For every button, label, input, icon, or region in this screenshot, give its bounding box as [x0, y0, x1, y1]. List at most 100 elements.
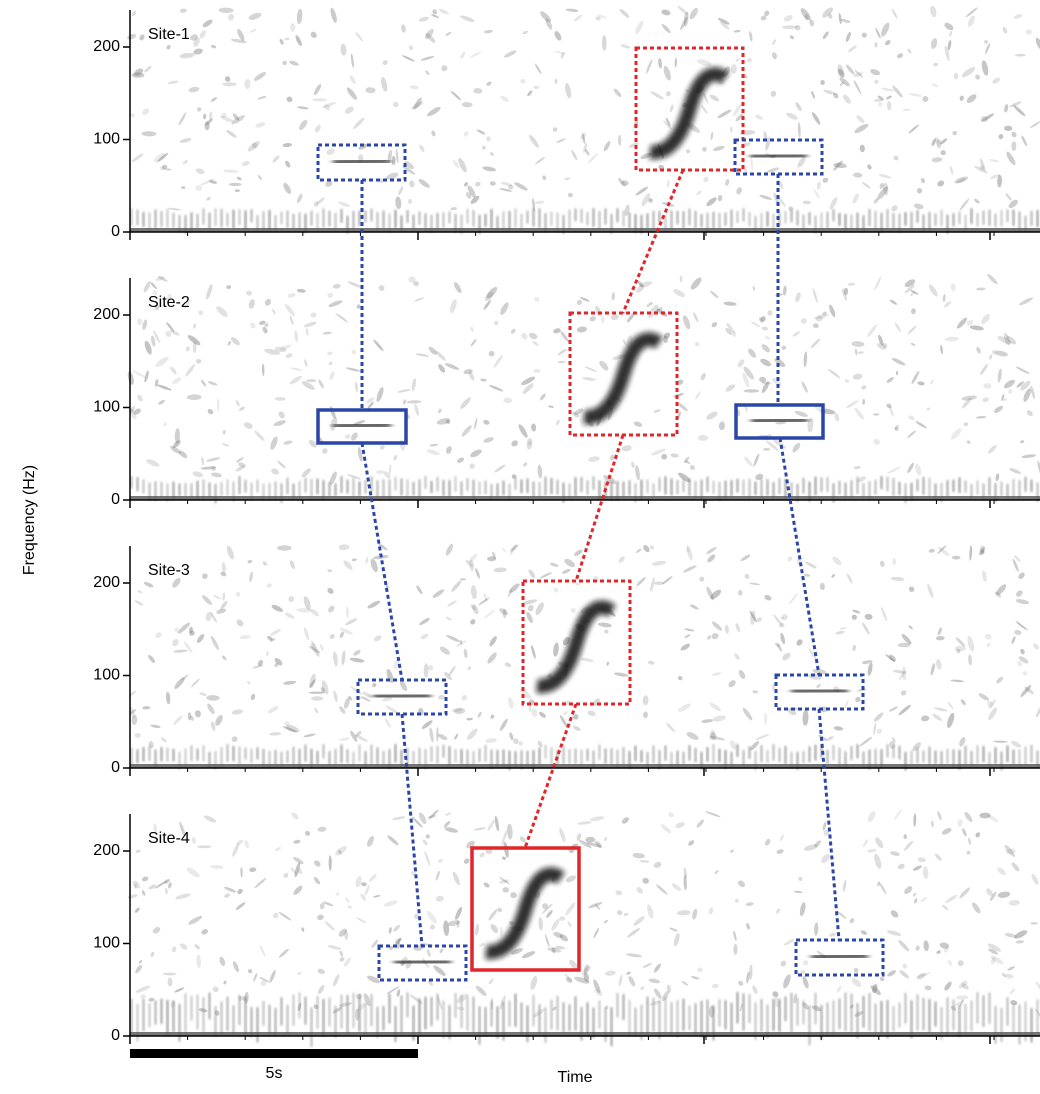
noise-speckle [236, 888, 244, 895]
noise-band [664, 476, 667, 494]
noise-speckle [544, 934, 550, 947]
noise-speckle [947, 701, 955, 709]
noise-band [160, 482, 163, 498]
noise-speckle [603, 919, 608, 924]
noise-speckle [1017, 661, 1023, 667]
noise-band [310, 1008, 313, 1047]
noise-speckle [214, 714, 225, 727]
noise-band [850, 746, 853, 760]
noise-speckle [933, 62, 938, 66]
noise-speckle [424, 663, 429, 678]
noise-speckle [352, 649, 361, 657]
noise-band [610, 1007, 613, 1046]
noise-speckle [317, 826, 326, 832]
noise-speckle [929, 379, 935, 385]
noise-band [874, 1004, 877, 1033]
noise-speckle [661, 453, 668, 460]
noise-speckle [272, 912, 279, 920]
noise-speckle [327, 944, 341, 951]
noise-band [370, 209, 373, 222]
noise-speckle [633, 420, 643, 427]
noise-speckle [410, 85, 419, 90]
noise-speckle [142, 706, 150, 710]
noise-band [136, 477, 139, 491]
noise-speckle [914, 463, 922, 476]
noise-speckle [696, 190, 702, 196]
noise-speckle [500, 95, 510, 103]
noise-band [340, 995, 343, 1029]
noise-speckle [484, 29, 493, 33]
noise-band [622, 747, 625, 765]
noise-speckle [449, 298, 458, 314]
noise-speckle [737, 980, 744, 987]
noise-speckle [221, 655, 227, 661]
noise-speckle [177, 621, 192, 635]
noise-band [520, 1003, 523, 1035]
noise-speckle [206, 695, 219, 701]
noise-speckle [602, 35, 607, 51]
noise-band [292, 747, 295, 767]
noise-band [862, 483, 865, 497]
noise-speckle [740, 554, 751, 563]
noise-band [1000, 1008, 1003, 1042]
noise-speckle [450, 90, 462, 101]
noise-speckle [246, 290, 253, 296]
axes: 0100200Site-10100200Site-20100200Site-30… [93, 10, 1040, 1044]
noise-speckle [138, 33, 145, 41]
noise-band [988, 210, 991, 226]
y-tick-label: 0 [111, 1027, 120, 1044]
noise-band [850, 215, 853, 230]
noise-speckle [642, 544, 651, 554]
noise-speckle [291, 367, 303, 371]
noise-speckle [886, 969, 897, 978]
noise-speckle [822, 177, 829, 184]
noise-speckle [649, 577, 656, 592]
noise-speckle [603, 140, 612, 152]
noise-band [328, 998, 331, 1027]
noise-band [622, 994, 625, 1020]
noise-speckle [284, 160, 291, 169]
noise-speckle [1026, 29, 1032, 34]
noise-band [664, 997, 667, 1033]
noise-speckle [615, 890, 622, 896]
noise-speckle [211, 44, 217, 49]
noise-speckle [290, 811, 300, 821]
noise-speckle [617, 555, 626, 564]
noise-band [730, 210, 733, 228]
noise-speckle [692, 312, 699, 323]
noise-speckle [891, 357, 906, 367]
noise-speckle [426, 834, 431, 838]
noise-band [238, 746, 241, 764]
call-blob [333, 425, 391, 427]
noise-band [148, 1003, 151, 1027]
noise-speckle [902, 109, 910, 111]
noise-band [790, 210, 793, 222]
noise-speckle [983, 383, 991, 389]
noise-speckle [666, 91, 672, 97]
noise-speckle [973, 198, 980, 204]
noise-speckle [235, 901, 246, 911]
noise-band [286, 210, 289, 227]
noise-speckle [969, 325, 984, 332]
noise-speckle [580, 657, 594, 663]
noise-speckle [604, 629, 610, 635]
call-link [525, 704, 576, 848]
noise-speckle [154, 631, 163, 639]
noise-speckle [628, 141, 639, 149]
noise-band [478, 482, 481, 496]
noise-band [592, 208, 595, 227]
noise-speckle [344, 105, 356, 115]
noise-band [592, 476, 595, 490]
noise-speckle [598, 622, 612, 628]
noise-band [946, 997, 949, 1035]
noise-speckle [279, 38, 285, 45]
noise-band [982, 211, 985, 225]
noise-speckle [996, 866, 1007, 876]
noise-speckle [351, 349, 357, 355]
noise-speckle [457, 157, 469, 174]
noise-band [598, 211, 601, 229]
noise-speckle [723, 301, 736, 306]
noise-band [874, 211, 877, 231]
noise-speckle [298, 118, 309, 131]
noise-speckle [767, 310, 773, 316]
